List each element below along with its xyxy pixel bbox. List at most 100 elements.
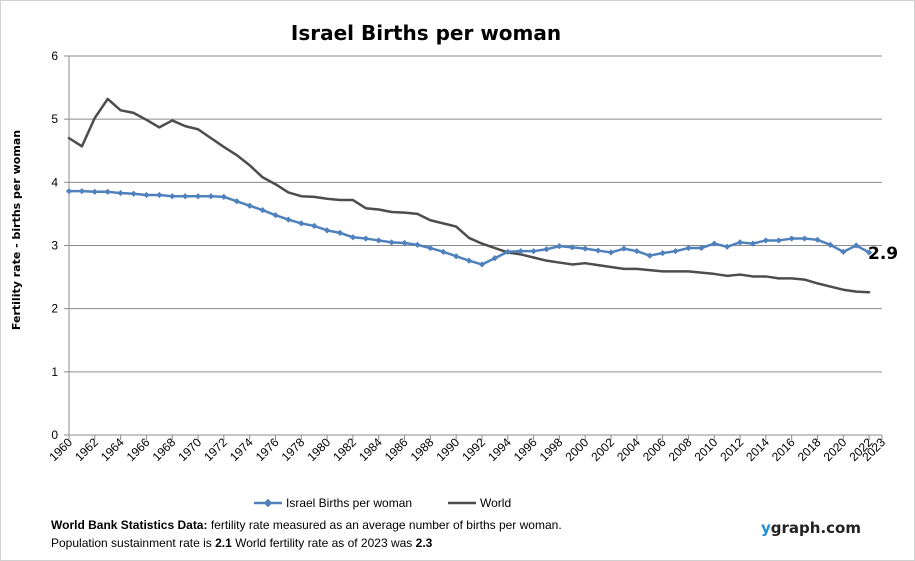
series-lines bbox=[65, 97, 873, 294]
data-point-israel-1974 bbox=[246, 202, 253, 209]
x-tick-label-1970: 1970 bbox=[175, 435, 204, 464]
data-point-israel-1981 bbox=[336, 229, 344, 236]
x-tick-label-2008: 2008 bbox=[666, 435, 695, 464]
y-tick-label-4: 4 bbox=[51, 175, 58, 189]
x-tick-label-1990: 1990 bbox=[433, 435, 462, 464]
x-tick-label-1994: 1994 bbox=[485, 435, 514, 464]
brand-y: y bbox=[761, 519, 771, 537]
footer-sustainment-text: Population sustainment rate is bbox=[51, 536, 216, 550]
x-tick-label-1996: 1996 bbox=[511, 435, 540, 464]
data-point-israel-2000 bbox=[582, 245, 589, 252]
y-tick-label-3: 3 bbox=[51, 239, 58, 253]
x-tick-label-1962: 1962 bbox=[72, 435, 101, 464]
data-point-israel-1962 bbox=[91, 188, 98, 195]
x-tick-label-2004: 2004 bbox=[614, 435, 643, 464]
brand-logo[interactable]: ygraph.com bbox=[761, 519, 861, 537]
x-tick-label-1966: 1966 bbox=[124, 435, 153, 464]
data-point-israel-2017 bbox=[801, 235, 808, 242]
x-tick-label-1988: 1988 bbox=[408, 435, 437, 464]
chart-title: Israel Births per woman bbox=[291, 21, 561, 45]
data-point-israel-2014 bbox=[762, 237, 769, 244]
data-point-israel-1969 bbox=[182, 193, 189, 200]
data-point-israel-1966 bbox=[143, 191, 150, 199]
data-point-israel-2004 bbox=[633, 248, 640, 255]
footer-world-value: 2.3 bbox=[415, 536, 433, 550]
x-tick-label-1986: 1986 bbox=[382, 435, 411, 464]
x-tick-label-2016: 2016 bbox=[769, 435, 798, 464]
data-point-israel-2011 bbox=[724, 243, 731, 250]
data-point-israel-2002 bbox=[607, 249, 615, 256]
brand-text: graph.com bbox=[770, 519, 861, 537]
data-point-israel-1971 bbox=[207, 193, 215, 200]
data-point-israel-2006 bbox=[659, 249, 666, 257]
data-point-israel-1996 bbox=[530, 248, 537, 255]
y-tick-label-5: 5 bbox=[51, 112, 58, 126]
legend-israel-marker bbox=[263, 498, 273, 508]
data-point-israel-1988 bbox=[427, 244, 434, 252]
data-point-israel-1968 bbox=[169, 193, 176, 200]
x-tick-label-2000: 2000 bbox=[563, 435, 592, 464]
data-point-israel-1967 bbox=[156, 191, 163, 199]
legend: Israel Births per woman World bbox=[254, 496, 511, 510]
legend-world-label: World bbox=[480, 496, 511, 510]
x-tick-label-2010: 2010 bbox=[692, 435, 721, 464]
data-point-israel-1979 bbox=[311, 222, 318, 230]
x-tick-label-2006: 2006 bbox=[640, 435, 669, 464]
x-tick-label-1974: 1974 bbox=[227, 435, 256, 464]
data-point-israel-1980 bbox=[323, 227, 331, 234]
data-point-israel-1978 bbox=[298, 220, 305, 227]
series-line-israel bbox=[67, 189, 871, 266]
data-point-israel-2003 bbox=[620, 245, 628, 252]
data-point-israel-1963 bbox=[104, 188, 111, 195]
y-tick-label-6: 6 bbox=[51, 49, 58, 63]
data-point-israel-1972 bbox=[220, 193, 227, 200]
data-point-israel-1982 bbox=[349, 234, 357, 241]
x-tick-label-1980: 1980 bbox=[304, 435, 333, 464]
data-point-israel-2016 bbox=[788, 235, 795, 242]
data-point-israel-1970 bbox=[194, 193, 202, 200]
x-tick-label-2012: 2012 bbox=[717, 435, 746, 464]
data-point-israel-1961 bbox=[78, 188, 86, 195]
data-point-israel-1991 bbox=[465, 257, 473, 264]
x-tick-label-1998: 1998 bbox=[537, 435, 566, 464]
x-tick-label-2018: 2018 bbox=[795, 435, 824, 464]
footer-description: fertility rate measured as an average nu… bbox=[207, 518, 562, 532]
footer-notes: World Bank Statistics Data: fertility ra… bbox=[51, 516, 562, 552]
x-tick-label-2020: 2020 bbox=[821, 435, 850, 464]
footer-source: World Bank Statistics Data: bbox=[51, 518, 208, 532]
data-point-israel-1989 bbox=[440, 248, 447, 255]
legend-israel-label: Israel Births per woman bbox=[286, 496, 412, 510]
axes bbox=[64, 55, 883, 440]
x-tick-label-1964: 1964 bbox=[98, 435, 127, 464]
x-tick-label-1976: 1976 bbox=[253, 435, 282, 464]
data-point-israel-1984 bbox=[375, 237, 382, 244]
data-point-israel-1960 bbox=[65, 188, 73, 195]
data-point-israel-1998 bbox=[556, 243, 563, 250]
data-point-israel-2005 bbox=[646, 252, 653, 259]
data-point-israel-1992 bbox=[478, 261, 486, 268]
x-tick-label-1972: 1972 bbox=[201, 435, 230, 464]
series-line-world bbox=[67, 97, 871, 294]
data-point-israel-1964 bbox=[117, 189, 124, 197]
x-tick-label-1978: 1978 bbox=[279, 435, 308, 464]
data-point-israel-1965 bbox=[130, 190, 137, 197]
data-point-israel-2007 bbox=[672, 248, 679, 255]
y-axis-label: Fertility rate - births per woman bbox=[10, 130, 23, 330]
footer-sustainment-value: 2.1 bbox=[215, 536, 232, 550]
data-point-israel-1973 bbox=[233, 198, 240, 205]
data-point-israel-1985 bbox=[388, 239, 395, 246]
footer-line-2: Population sustainment rate is 2.1 World… bbox=[51, 534, 562, 552]
data-point-israel-2015 bbox=[775, 237, 782, 244]
y-tick-label-0: 0 bbox=[51, 428, 58, 442]
y-tick-labels: 0 1 2 3 4 5 6 bbox=[51, 49, 58, 442]
footer-line-1: World Bank Statistics Data: fertility ra… bbox=[51, 516, 562, 534]
x-tick-label-1968: 1968 bbox=[150, 435, 179, 464]
end-value-label: 2.9 bbox=[868, 244, 898, 264]
y-tick-label-1: 1 bbox=[51, 365, 58, 379]
data-point-israel-1983 bbox=[362, 235, 369, 242]
x-tick-label-1992: 1992 bbox=[459, 435, 488, 464]
x-tick-label-1984: 1984 bbox=[356, 435, 385, 464]
footer-world-text: World fertility rate as of 2023 was bbox=[231, 536, 416, 550]
data-point-israel-1997 bbox=[543, 246, 550, 253]
